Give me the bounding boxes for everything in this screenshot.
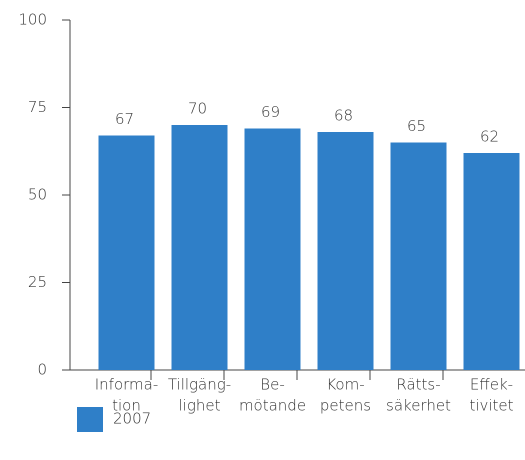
y-tick-label: 50 bbox=[28, 186, 47, 204]
value-label: 70 bbox=[188, 100, 207, 118]
bar bbox=[390, 142, 447, 370]
x-tick-label: Be- bbox=[260, 376, 284, 394]
bar bbox=[98, 135, 155, 370]
x-tick-label: Rätts- bbox=[396, 376, 440, 394]
value-label: 67 bbox=[115, 110, 134, 128]
bar bbox=[317, 132, 374, 370]
x-tick-label: Kom- bbox=[326, 376, 364, 394]
y-tick-label: 25 bbox=[28, 273, 47, 291]
x-tick-label: Tillgäng- bbox=[168, 376, 231, 394]
x-tick-label: mötande bbox=[239, 397, 306, 415]
x-tick-label: Effek- bbox=[470, 376, 513, 394]
x-tick-label: lighet bbox=[179, 397, 221, 415]
x-tick-label: tivitet bbox=[469, 397, 513, 415]
x-tick-label: säkerhet bbox=[386, 397, 451, 415]
x-tick-label: tion bbox=[112, 397, 141, 415]
y-tick-label: 0 bbox=[37, 361, 47, 379]
y-tick-label: 100 bbox=[18, 11, 47, 29]
value-label: 62 bbox=[480, 128, 499, 146]
bar bbox=[171, 125, 228, 370]
legend-swatch bbox=[77, 407, 103, 432]
value-label: 68 bbox=[334, 107, 353, 125]
value-label: 65 bbox=[407, 117, 426, 135]
x-tick-label: Informa- bbox=[95, 376, 159, 394]
value-label: 69 bbox=[261, 103, 280, 121]
legend-label: 2007 bbox=[113, 410, 151, 428]
bar bbox=[244, 128, 301, 370]
x-tick-label: petens bbox=[320, 397, 371, 415]
y-tick-label: 75 bbox=[28, 98, 47, 116]
bar bbox=[463, 153, 520, 370]
